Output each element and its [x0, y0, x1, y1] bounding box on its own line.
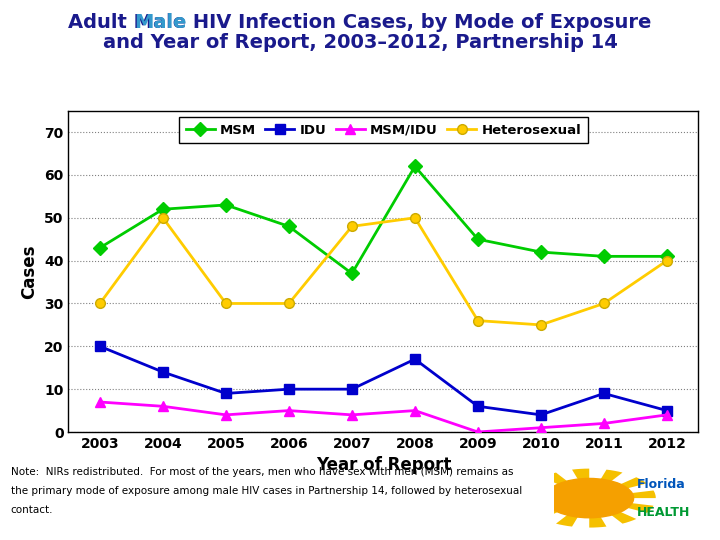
- Wedge shape: [523, 498, 589, 506]
- MSM/IDU: [348, 411, 356, 418]
- Legend: MSM, IDU, MSM/IDU, Heterosexual: MSM, IDU, MSM/IDU, Heterosexual: [179, 117, 588, 144]
- IDU: [284, 386, 293, 393]
- X-axis label: Year of Report: Year of Report: [315, 456, 451, 475]
- MSM: [348, 270, 356, 276]
- IDU: [410, 356, 419, 362]
- Text: Florida: Florida: [636, 477, 685, 490]
- MSM/IDU: [536, 424, 545, 431]
- MSM: [662, 253, 671, 260]
- MSM/IDU: [662, 411, 671, 418]
- Line: Heterosexual: Heterosexual: [95, 213, 672, 330]
- Wedge shape: [542, 472, 589, 498]
- Heterosexual: [96, 300, 104, 307]
- Wedge shape: [589, 477, 647, 498]
- Circle shape: [545, 478, 634, 518]
- MSM: [536, 249, 545, 255]
- Heterosexual: [284, 300, 293, 307]
- IDU: [348, 386, 356, 393]
- Heterosexual: [600, 300, 608, 307]
- IDU: [222, 390, 230, 397]
- Heterosexual: [474, 318, 482, 324]
- IDU: [536, 411, 545, 418]
- Wedge shape: [589, 498, 636, 524]
- MSM/IDU: [474, 429, 482, 435]
- Text: the primary mode of exposure among male HIV cases in Partnership 14, followed by: the primary mode of exposure among male …: [11, 486, 522, 496]
- MSM: [158, 206, 167, 212]
- MSM: [600, 253, 608, 260]
- Heterosexual: [536, 322, 545, 328]
- Wedge shape: [531, 498, 589, 519]
- MSM/IDU: [284, 407, 293, 414]
- Text: contact.: contact.: [11, 505, 53, 515]
- Heterosexual: [348, 223, 356, 230]
- Text: HEALTH: HEALTH: [636, 505, 690, 518]
- IDU: [600, 390, 608, 397]
- Wedge shape: [589, 470, 623, 498]
- MSM/IDU: [96, 399, 104, 405]
- Text: Male: Male: [134, 14, 186, 32]
- Line: MSM/IDU: MSM/IDU: [95, 397, 672, 437]
- Heterosexual: [410, 214, 419, 221]
- IDU: [474, 403, 482, 409]
- Wedge shape: [525, 483, 589, 498]
- MSM/IDU: [222, 411, 230, 418]
- Wedge shape: [589, 498, 606, 528]
- MSM: [222, 202, 230, 208]
- MSM/IDU: [600, 420, 608, 427]
- Wedge shape: [589, 490, 656, 498]
- Heterosexual: [158, 214, 167, 221]
- Text: and Year of Report, 2003–2012, Partnership 14: and Year of Report, 2003–2012, Partnersh…: [102, 33, 618, 52]
- Y-axis label: Cases: Cases: [21, 244, 39, 299]
- Heterosexual: [662, 258, 671, 264]
- MSM/IDU: [410, 407, 419, 414]
- Line: IDU: IDU: [95, 341, 672, 420]
- IDU: [158, 369, 167, 375]
- MSM: [96, 245, 104, 251]
- IDU: [96, 343, 104, 349]
- Wedge shape: [556, 498, 589, 526]
- Text: Adult Male HIV Infection Cases, by Mode of Exposure: Adult Male HIV Infection Cases, by Mode …: [68, 14, 652, 32]
- IDU: [662, 407, 671, 414]
- MSM: [474, 236, 482, 242]
- MSM/IDU: [158, 403, 167, 409]
- MSM: [284, 223, 293, 230]
- Wedge shape: [572, 469, 589, 498]
- Text: Note:  NIRs redistributed.  For most of the years, men who have sex with men (MS: Note: NIRs redistributed. For most of th…: [11, 467, 513, 477]
- MSM: [410, 163, 419, 170]
- Wedge shape: [589, 498, 654, 513]
- Heterosexual: [222, 300, 230, 307]
- Line: MSM: MSM: [95, 161, 672, 278]
